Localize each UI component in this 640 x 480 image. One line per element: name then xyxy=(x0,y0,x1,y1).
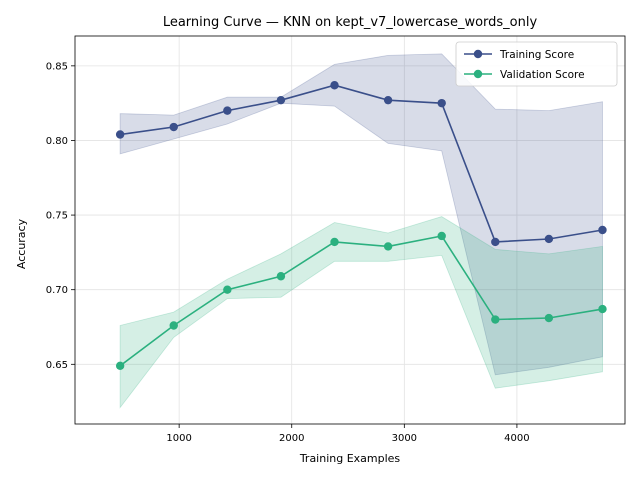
validation-point xyxy=(223,285,232,294)
training-point xyxy=(169,122,178,132)
series-lines xyxy=(115,81,607,370)
training-point xyxy=(383,95,393,105)
y-tick-label: 0.70 xyxy=(46,285,68,296)
training-point xyxy=(223,106,232,115)
chart-title: Learning Curve — KNN on kept_v7_lowercas… xyxy=(163,15,538,30)
x-tick-label: 4000 xyxy=(504,433,529,444)
training-point xyxy=(330,81,339,90)
training-point xyxy=(544,234,554,244)
training-point xyxy=(491,237,500,247)
validation-point xyxy=(330,237,339,247)
y-tick-label: 0.75 xyxy=(46,211,68,222)
legend-marker-training xyxy=(473,49,483,59)
legend: Training Score Validation Score xyxy=(455,41,618,87)
legend-marker-validation xyxy=(473,69,483,79)
validation-point xyxy=(276,272,286,281)
line-training xyxy=(119,84,603,243)
axis-ticks: 1000 2000 3000 4000 0.65 0.70 0.75 0.80 0.85 xyxy=(46,61,530,444)
band-training xyxy=(119,53,603,376)
validation-point xyxy=(383,242,393,251)
line-validation xyxy=(119,235,603,367)
validation-point xyxy=(598,304,607,314)
training-point xyxy=(598,225,607,235)
y-tick-label: 0.65 xyxy=(46,360,68,371)
x-axis-label: Training Examples xyxy=(299,452,401,465)
band-validation xyxy=(119,216,603,409)
confidence-bands xyxy=(119,53,603,409)
x-tick-label: 3000 xyxy=(392,433,417,444)
training-point xyxy=(437,98,446,108)
y-tick-label: 0.80 xyxy=(46,136,68,147)
y-tick-label: 0.85 xyxy=(46,61,68,72)
validation-point xyxy=(115,361,125,370)
x-tick-label: 2000 xyxy=(279,433,304,444)
x-tick-label: 1000 xyxy=(166,433,191,444)
validation-point xyxy=(544,313,554,323)
validation-point xyxy=(437,231,446,241)
legend-box xyxy=(455,41,618,87)
legend-label-validation: Validation Score xyxy=(500,69,585,81)
validation-point xyxy=(169,321,178,330)
training-point xyxy=(115,130,125,139)
training-point xyxy=(276,95,286,105)
legend-label-training: Training Score xyxy=(499,49,574,61)
plot-frame xyxy=(74,35,626,425)
validation-point xyxy=(491,315,500,324)
y-axis-label: Accuracy xyxy=(15,218,28,269)
